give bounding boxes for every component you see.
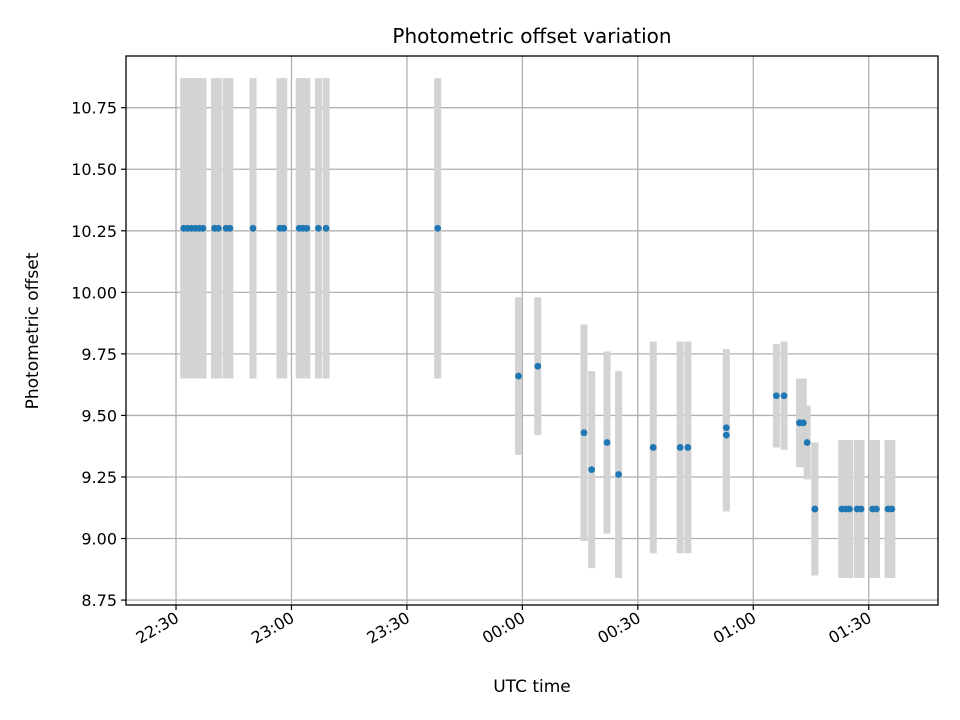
- data-point: [846, 505, 853, 513]
- data-point: [873, 505, 880, 513]
- data-point: [722, 424, 730, 432]
- data-point: [888, 505, 896, 513]
- data-point: [684, 444, 692, 451]
- data-point: [322, 224, 330, 232]
- data-points: [180, 224, 896, 513]
- x-tick-label: 01:30: [825, 608, 874, 648]
- data-point: [603, 439, 611, 446]
- data-point: [803, 439, 811, 446]
- data-point: [676, 444, 684, 451]
- y-tick-label: 10.50: [71, 160, 117, 179]
- data-point: [214, 224, 222, 232]
- data-point: [772, 392, 780, 400]
- y-tick-label: 10.25: [71, 222, 117, 241]
- y-tick-label: 8.75: [81, 591, 117, 610]
- y-axis-title: Photometric offset: [23, 252, 43, 409]
- data-point: [303, 224, 311, 232]
- data-point: [315, 224, 322, 232]
- x-axis-ticks: 22:30 23:00 23:30 00:00 00:30 01:00 01:30: [133, 605, 875, 648]
- data-point: [780, 392, 788, 400]
- x-tick-label: 23:30: [363, 608, 412, 648]
- data-point: [199, 224, 207, 232]
- plot-frame: [125, 55, 939, 606]
- data-point: [226, 224, 234, 232]
- data-point: [588, 466, 596, 473]
- y-tick-label: 9.00: [81, 530, 117, 549]
- x-tick-label: 00:00: [479, 608, 528, 648]
- data-point: [857, 505, 865, 513]
- data-point: [615, 471, 622, 478]
- x-tick-label: 22:30: [133, 608, 182, 648]
- data-point: [580, 429, 588, 437]
- data-point: [649, 444, 657, 451]
- data-point: [722, 431, 730, 439]
- error-bars: [180, 78, 896, 578]
- data-point: [434, 224, 442, 232]
- data-point: [811, 505, 819, 513]
- y-tick-label: 10.00: [71, 283, 117, 302]
- y-tick-label: 9.25: [81, 468, 117, 487]
- x-tick-label: 23:00: [248, 608, 297, 648]
- data-point: [799, 419, 807, 427]
- data-point: [280, 224, 288, 232]
- data-point: [515, 372, 522, 380]
- y-tick-label: 9.75: [81, 345, 117, 364]
- y-tick-label: 9.50: [81, 406, 117, 425]
- x-tick-label: 01:00: [710, 608, 759, 648]
- y-axis-ticks: 8.75 9.00 9.25 9.50 9.75 10.00 10.25 10.50 10.75: [71, 99, 126, 610]
- y-tick-label: 10.75: [71, 99, 117, 118]
- grid-lines: [126, 56, 938, 605]
- data-point: [534, 362, 542, 370]
- x-tick-label: 00:30: [594, 608, 643, 648]
- x-axis-title: UTC time: [493, 677, 571, 697]
- chart-title: Photometric offset variation: [392, 24, 671, 48]
- data-point: [249, 224, 257, 232]
